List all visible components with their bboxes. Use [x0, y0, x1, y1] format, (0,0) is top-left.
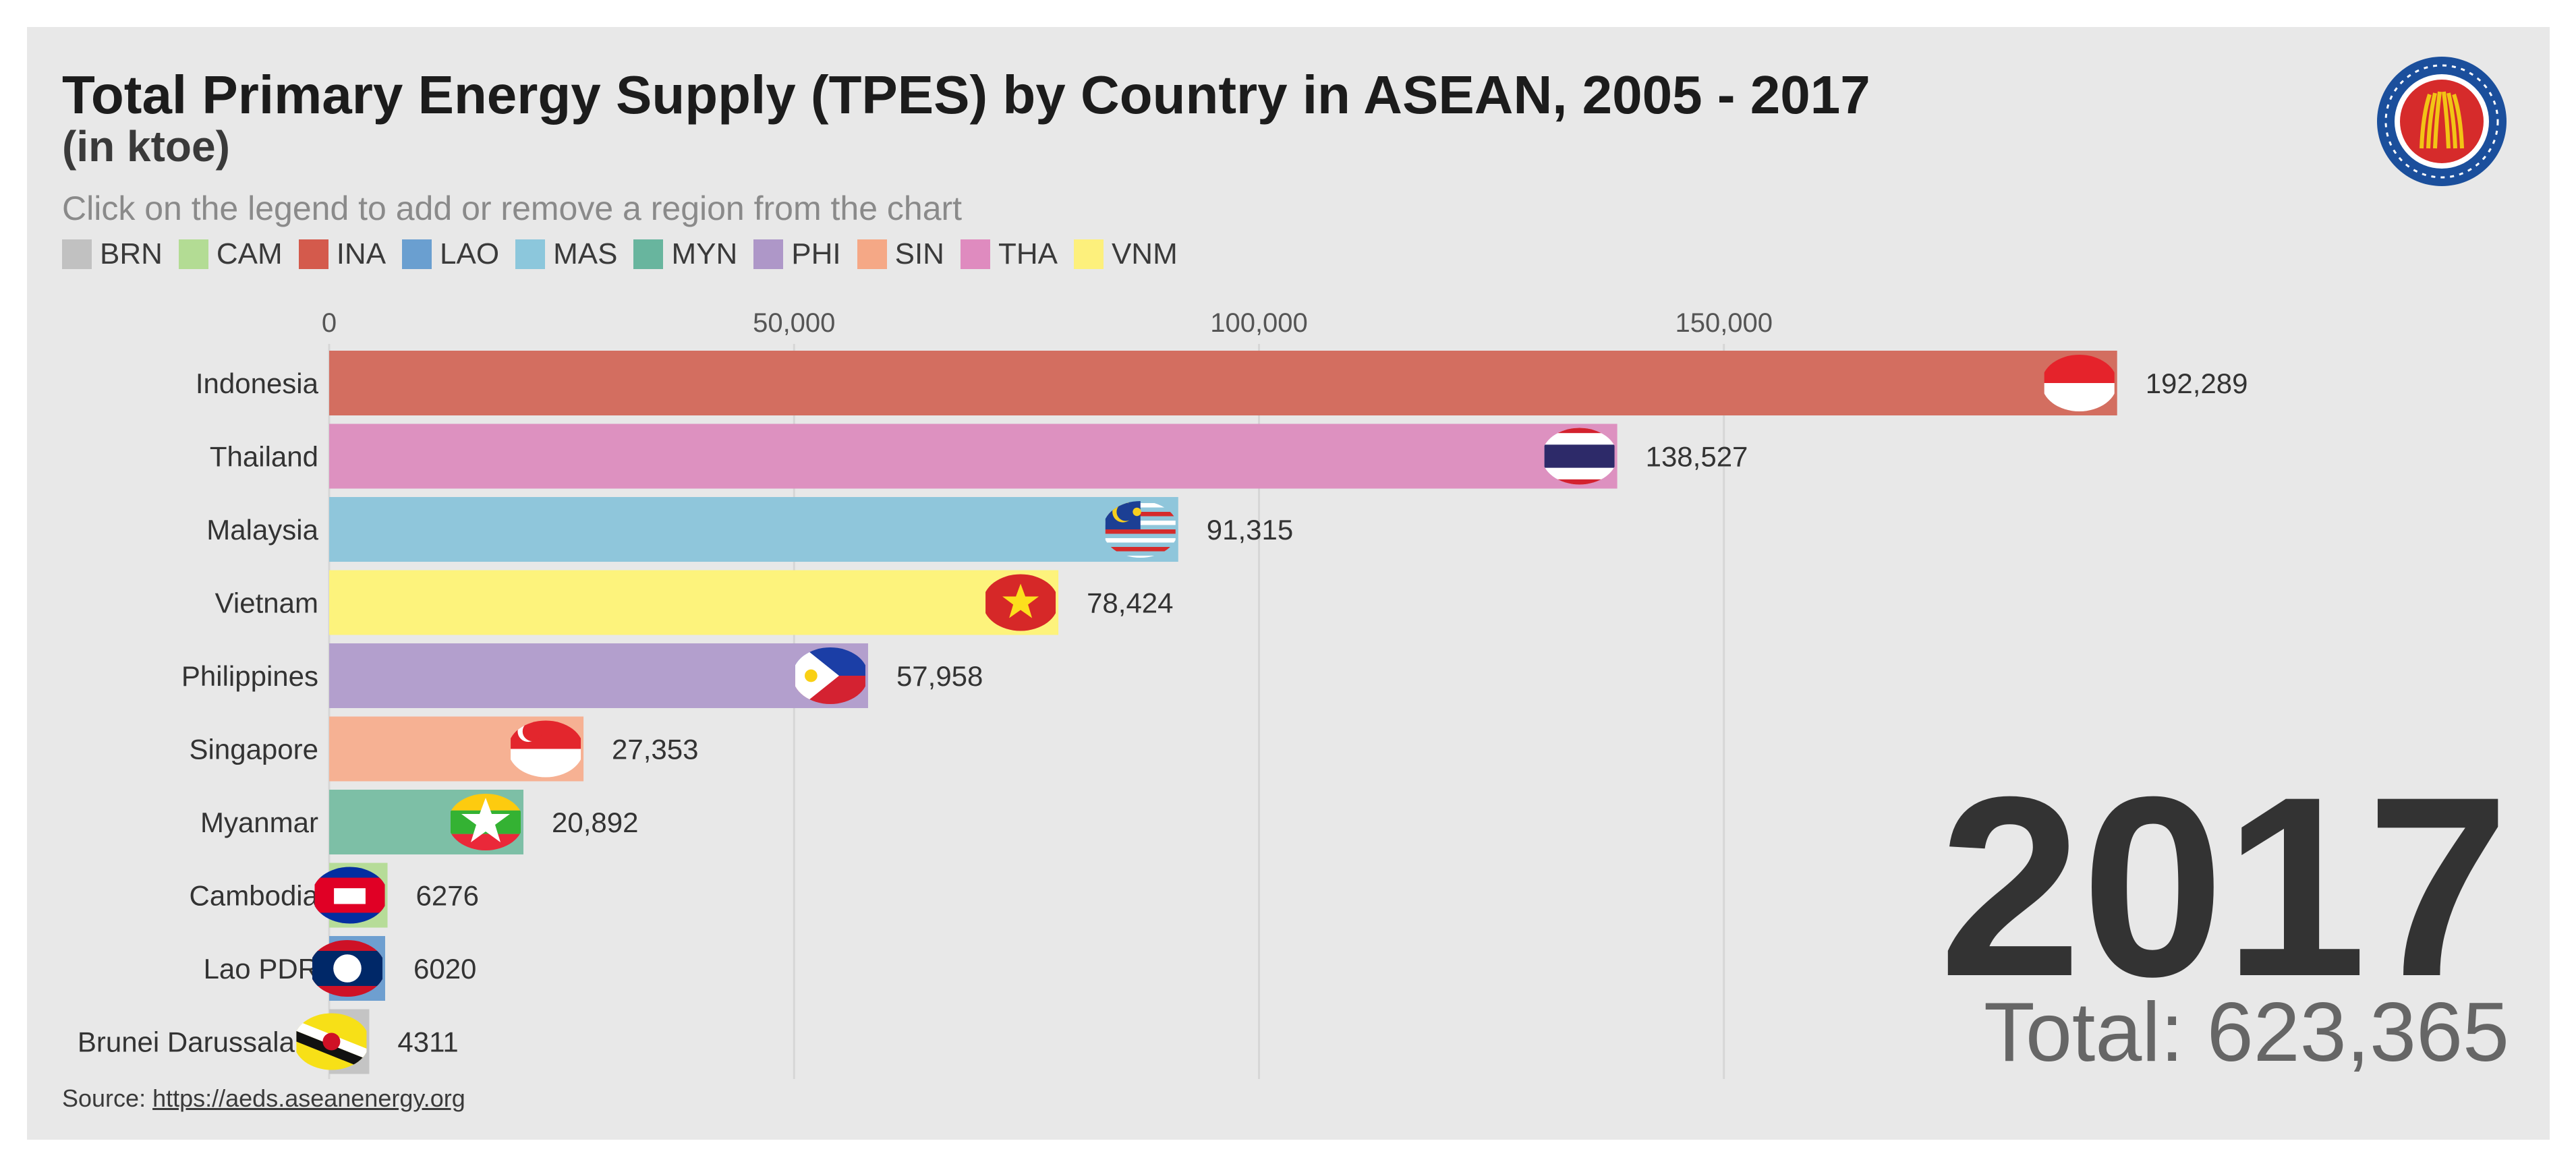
value-label: 6276: [416, 880, 479, 912]
value-label: 27,353: [612, 734, 698, 765]
bar-malaysia: [329, 497, 1178, 562]
legend-swatch: [62, 239, 92, 269]
source-link[interactable]: https://aeds.aseanenergy.org: [152, 1084, 465, 1112]
current-year: 2017: [1939, 743, 2509, 1030]
flag-laos-icon: [312, 940, 382, 997]
legend-label: VNM: [1111, 237, 1178, 270]
value-label: 192,289: [2146, 368, 2248, 399]
legend-label: LAO: [440, 237, 500, 270]
category-label: Singapore: [190, 734, 318, 765]
bar-vietnam: [329, 570, 1059, 635]
legend-item-vnm[interactable]: VNM: [1073, 237, 1178, 271]
legend-item-tha[interactable]: THA: [960, 237, 1058, 271]
category-label: Cambodia: [190, 880, 319, 912]
value-label: 138,527: [1646, 441, 1748, 473]
legend-item-mas[interactable]: MAS: [515, 237, 617, 271]
legend-swatch: [753, 239, 784, 269]
category-label: Malaysia: [206, 514, 318, 546]
legend-item-cam[interactable]: CAM: [178, 237, 283, 271]
bar-chart: 0 50,000 100,000 150,000 Indonesia 192,289 Tha…: [78, 308, 2248, 1079]
legend-label: CAM: [216, 237, 283, 270]
legend-item-myn[interactable]: MYN: [633, 237, 737, 271]
legend-label: MAS: [553, 237, 618, 270]
legend-label: THA: [998, 237, 1058, 270]
legend-label: BRN: [100, 237, 163, 270]
bar-indonesia: [329, 351, 2117, 415]
legend-item-brn[interactable]: BRN: [62, 237, 163, 271]
flag-myanmar-icon: [450, 794, 521, 850]
category-label: Thailand: [210, 441, 318, 473]
x-tick-label: 50,000: [753, 308, 835, 338]
value-label: 78,424: [1087, 587, 1173, 619]
source-prefix: Source:: [62, 1084, 153, 1112]
category-label: Indonesia: [196, 368, 319, 399]
legend-label: INA: [336, 237, 387, 270]
legend-swatch: [298, 239, 328, 269]
chart-subtitle: (in ktoe): [62, 122, 230, 171]
flag-vietnam-icon: [985, 574, 1056, 631]
flag-singapore-icon: [511, 720, 581, 778]
bar-philippines: [329, 643, 868, 708]
flag-thailand-icon: [1544, 428, 1615, 485]
value-label: 57,958: [896, 660, 983, 692]
legend-instruction: Click on the legend to add or remove a r…: [62, 190, 963, 227]
legend-item-lao[interactable]: LAO: [402, 237, 499, 271]
legend-item-ina[interactable]: INA: [298, 237, 387, 271]
flag-philippines-icon: [795, 647, 865, 704]
legend-label: PHI: [791, 237, 841, 270]
category-label: Lao PDR: [204, 953, 318, 985]
x-tick-label: 150,000: [1675, 308, 1773, 338]
asean-centre-for-energy-logo: [2377, 57, 2507, 186]
category-label: Myanmar: [200, 807, 318, 838]
source-note: Source: https://aeds.aseanenergy.org: [62, 1084, 465, 1113]
legend-item-sin[interactable]: SIN: [857, 237, 944, 271]
value-label: 4311: [397, 1026, 458, 1058]
value-label: 20,892: [552, 807, 638, 838]
total-value: Total: 623,365: [1983, 986, 2509, 1079]
category-label: Brunei Darussalam: [78, 1026, 318, 1058]
legend-swatch: [515, 239, 546, 269]
value-label: 6020: [413, 953, 476, 985]
legend: BRN CAM INA LAO MAS MYN PHI SIN THA VNM: [62, 237, 1194, 271]
category-label: Vietnam: [215, 587, 318, 619]
x-tick-label: 0: [322, 308, 337, 338]
category-label: Philippines: [181, 660, 318, 692]
value-label: 91,315: [1207, 514, 1293, 546]
chart-card: Total Primary Energy Supply (TPES) by Co…: [27, 27, 2550, 1140]
chart-title: Total Primary Energy Supply (TPES) by Co…: [62, 65, 1870, 125]
flag-cambodia-icon: [314, 867, 385, 924]
legend-swatch: [178, 239, 208, 269]
legend-label: SIN: [894, 237, 944, 270]
legend-swatch: [402, 239, 432, 269]
legend-item-phi[interactable]: PHI: [753, 237, 841, 271]
legend-label: MYN: [671, 237, 738, 270]
legend-swatch: [633, 239, 664, 269]
flag-brunei-icon: [296, 1013, 367, 1070]
legend-swatch: [1073, 239, 1104, 269]
legend-swatch: [857, 239, 887, 269]
x-tick-label: 100,000: [1210, 308, 1308, 338]
bar-thailand: [329, 424, 1618, 489]
legend-swatch: [960, 239, 990, 269]
